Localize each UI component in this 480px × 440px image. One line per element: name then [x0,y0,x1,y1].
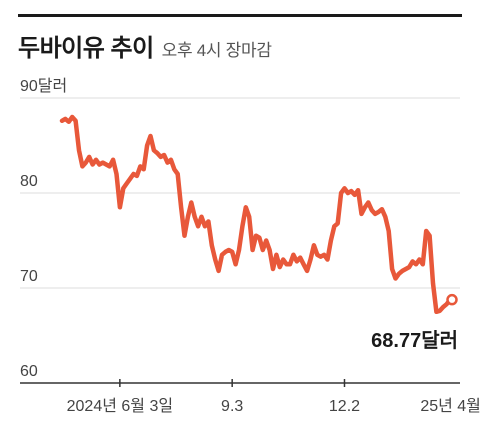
chart-header: 두바이유 추이 오후 4시 장마감 [18,28,272,63]
last-value-label: 68.77달러 [371,329,458,352]
y-tick-label: 60 [20,363,38,380]
series-group [59,114,458,315]
y-tick-label: 80 [20,173,38,190]
x-tick-label: 2024년 6월 3일 [67,397,173,415]
last-point-marker [446,293,458,306]
x-axis: 2024년 6월 3일 9.3 12.2 25년 4월 17일 [20,379,480,415]
y-axis-ticks: 90달러 80 70 60 [20,77,67,380]
y-tick-label: 70 [20,268,38,285]
callout-group: 68.77달러 [371,329,458,352]
chart-title: 두바이유 추이 [18,35,154,62]
series-line [59,114,453,315]
y-tick-label: 90달러 [20,77,67,95]
top-rule [18,14,462,17]
grid-lines [20,97,460,289]
chart-subtitle: 오후 4시 장마감 [161,41,272,60]
x-tick-label: 25년 4월 17일 [420,397,480,415]
x-tick-label: 9.3 [221,398,243,415]
x-tick-label: 12.2 [329,398,360,415]
